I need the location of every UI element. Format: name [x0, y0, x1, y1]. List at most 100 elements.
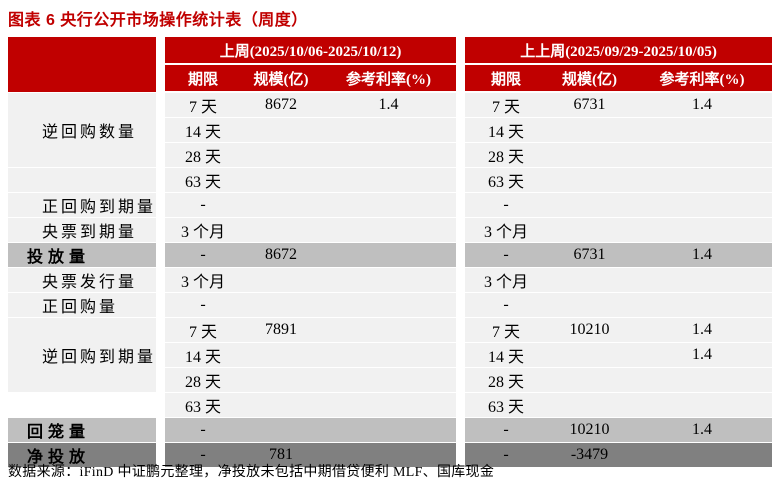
column-gutter: [456, 217, 466, 243]
cell-scale: [241, 192, 322, 218]
column-gutter: [156, 342, 166, 368]
cell-rate: [632, 117, 773, 143]
table-row: 28 天 28 天: [8, 367, 773, 393]
cell-scale: [547, 217, 633, 243]
column-gutter: [456, 117, 466, 143]
cell-rate: [321, 217, 457, 243]
cell-rate: [632, 142, 773, 168]
cell-term: 28 天: [465, 142, 548, 168]
cell-rate: [321, 292, 457, 318]
table-row: 逆回购数量 7 天 8672 1.4 7 天 6731 1.4: [8, 91, 773, 168]
cell-term: 3 个月: [165, 267, 242, 293]
cell-scale: [547, 192, 633, 218]
col-header-rate-right: 参考利率(%): [632, 64, 773, 93]
cell-rate: [321, 442, 457, 467]
cell-rate: 1.4: [632, 317, 773, 343]
cell-term: 14 天: [165, 342, 242, 368]
cell-rate: 1.4: [632, 242, 773, 268]
cell-scale: [241, 217, 322, 243]
cell-term: -: [465, 417, 548, 443]
table-row: 63 天 63 天: [8, 392, 773, 418]
column-gutter: [456, 392, 466, 418]
cell-term: -: [465, 292, 548, 318]
column-gutter: [456, 242, 466, 268]
cell-scale: [241, 142, 322, 168]
summary-row-net-injection: 净投放 - 781 - -3479: [8, 442, 773, 467]
col-header-scale-left: 规模(亿): [241, 64, 322, 93]
column-gutter: [156, 367, 166, 393]
row-label-reverse-repo-maturity: 逆回购到期量: [8, 317, 157, 393]
cell-term: 14 天: [165, 117, 242, 143]
column-gutter: [156, 142, 166, 168]
cell-term: 3 个月: [465, 217, 548, 243]
cell-term: 63 天: [165, 392, 242, 418]
row-label-bill-maturity: 央票到期量: [8, 217, 157, 243]
row-label-repo: 正回购量: [8, 292, 157, 318]
table-row: 逆回购到期量 7 天 7891 7 天 10210 1.4: [8, 317, 773, 393]
cell-term: -: [465, 192, 548, 218]
cell-scale: [547, 292, 633, 318]
table-row: 14 天 14 天: [8, 117, 773, 143]
row-label-net-injection: 净投放: [8, 442, 157, 467]
cell-scale: [547, 342, 633, 368]
cell-scale: 7891: [241, 317, 322, 343]
cell-rate: [632, 217, 773, 243]
cell-rate: [321, 392, 457, 418]
cell-rate: [632, 292, 773, 318]
cell-scale: [547, 267, 633, 293]
cell-term: -: [165, 442, 242, 467]
table-row: 14 天 14 天 1.4: [8, 342, 773, 368]
cell-rate: [321, 342, 457, 368]
cell-term: 3 个月: [465, 267, 548, 293]
omo-stats-table: 上周(2025/10/06-2025/10/12) 上上周(2025/09/29…: [8, 37, 773, 467]
column-gutter: [156, 267, 166, 293]
column-gutter: [156, 442, 166, 467]
column-gutter: [456, 317, 466, 343]
header-week-before-last: 上上周(2025/09/29-2025/10/05): [465, 37, 773, 65]
cell-rate: [632, 167, 773, 193]
cell-term: -: [165, 417, 242, 443]
cell-rate: [321, 192, 457, 218]
cell-scale: [241, 367, 322, 393]
column-gutter: [156, 392, 166, 418]
col-header-rate-left: 参考利率(%): [321, 64, 457, 93]
cell-rate: [321, 142, 457, 168]
column-gutter: [156, 192, 166, 218]
cell-scale: [547, 367, 633, 393]
cell-rate: [321, 367, 457, 393]
cell-rate: [321, 317, 457, 343]
cell-scale: 10210: [547, 317, 633, 343]
column-gutter: [456, 267, 466, 293]
page-title: 图表 6 央行公开市场操作统计表（周度）: [8, 12, 308, 29]
column-gutter: [456, 167, 466, 193]
cell-scale: [547, 167, 633, 193]
cell-rate: [632, 192, 773, 218]
column-gutter: [456, 367, 466, 393]
cell-term: 14 天: [465, 117, 548, 143]
cell-rate: [321, 242, 457, 268]
cell-term: 28 天: [165, 142, 242, 168]
cell-term: -: [465, 242, 548, 268]
cell-scale: [241, 167, 322, 193]
table-row: 央票发行量 3 个月 3 个月: [8, 267, 773, 293]
column-gutter: [156, 217, 166, 243]
cell-rate: [632, 392, 773, 418]
row-label-repo-maturity: 正回购到期量: [8, 192, 157, 218]
column-gutter: [156, 417, 166, 443]
cell-rate: [632, 367, 773, 393]
cell-term: -: [465, 442, 548, 467]
cell-rate: 1.4: [632, 91, 773, 118]
cell-rate: [321, 267, 457, 293]
cell-scale: 8672: [241, 242, 322, 268]
source-note: 数据来源：iFinD 中证鹏元整理，净投放未包括中期借贷便利 MLF、国库现金: [8, 465, 495, 480]
cell-term: 3 个月: [165, 217, 242, 243]
column-gutter: [156, 117, 166, 143]
cell-term: 7 天: [165, 317, 242, 343]
cell-scale: [241, 117, 322, 143]
cell-scale: 10210: [547, 417, 633, 443]
col-header-term-right: 期限: [465, 64, 548, 93]
cell-scale: 6731: [547, 242, 633, 268]
column-gutter: [156, 292, 166, 318]
column-gutter: [156, 92, 166, 118]
